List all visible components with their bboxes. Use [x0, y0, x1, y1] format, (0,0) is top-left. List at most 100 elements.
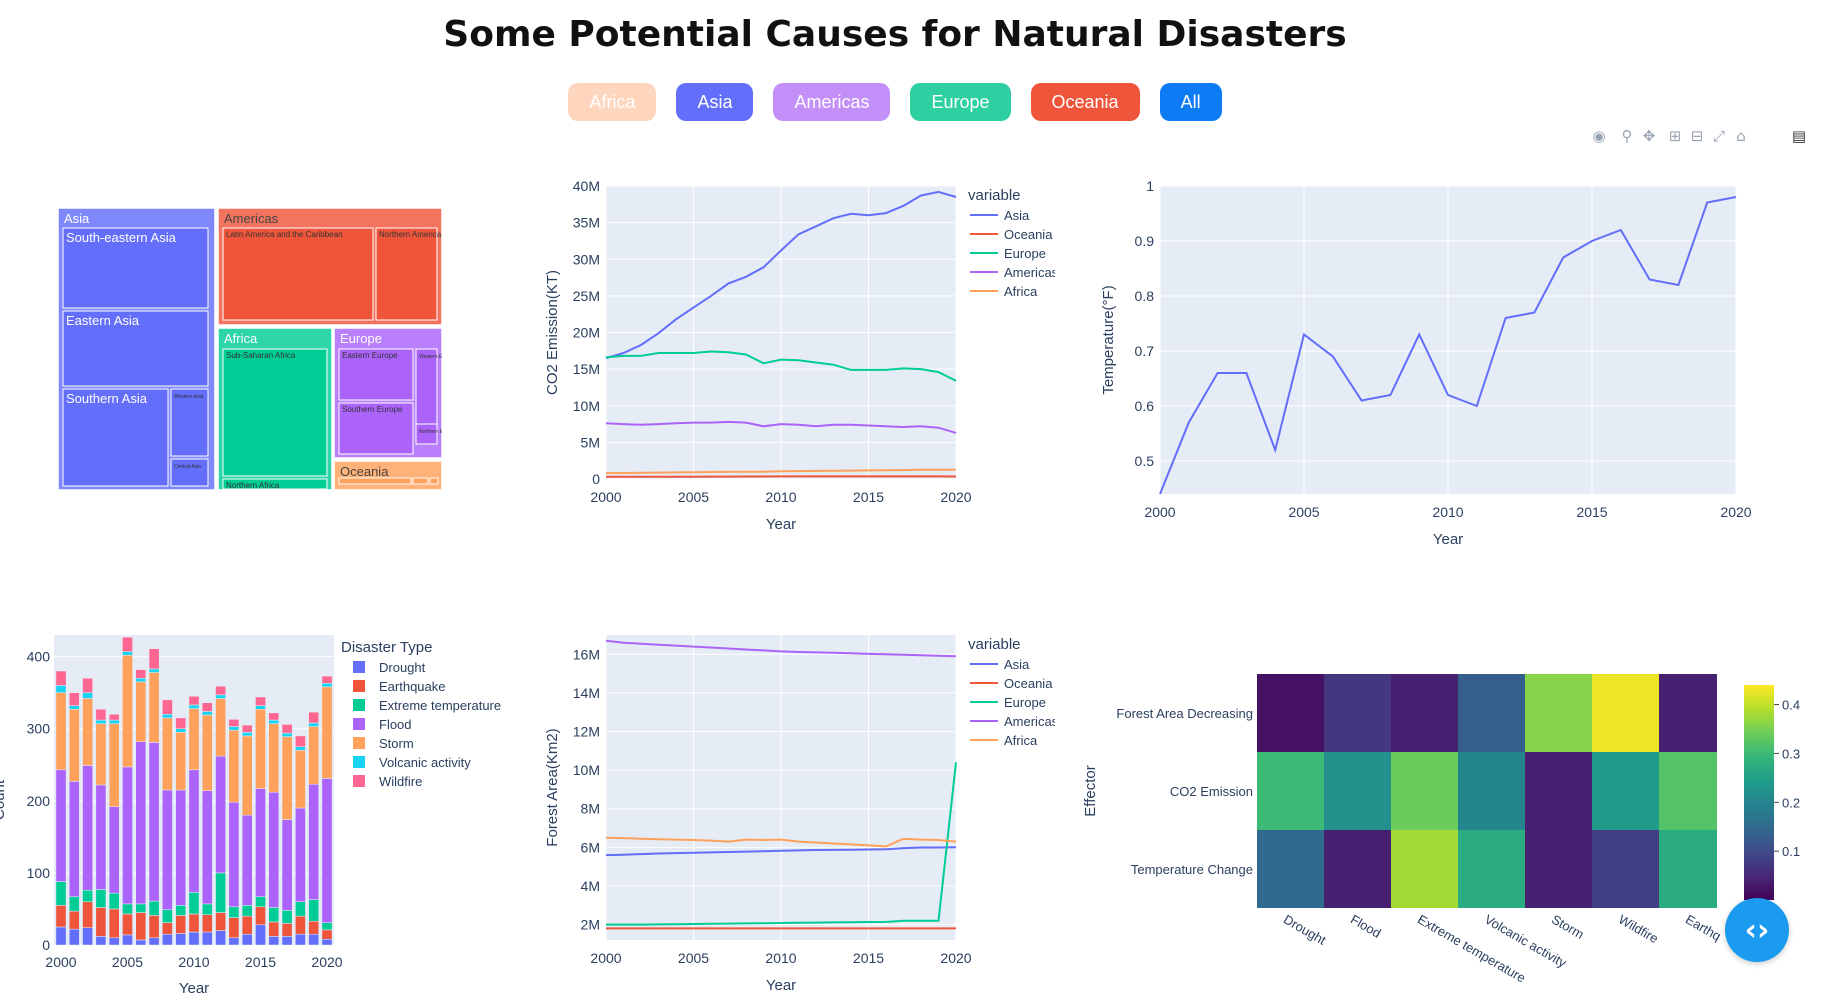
bar-storm: [68, 709, 80, 782]
bar-extreme-temperature: [255, 896, 266, 908]
bar-wildfire: [95, 709, 107, 721]
bar-earthquake: [201, 914, 213, 933]
bar-extreme-temperature: [308, 899, 320, 922]
bar-flood: [108, 806, 120, 894]
y-tick-label: 25M: [573, 288, 600, 304]
heatmap-col-label: Wildfire: [1616, 912, 1661, 947]
x-tick-label: 2010: [765, 489, 796, 505]
legend-swatch-flood: [353, 718, 365, 730]
colorbar-tick-label: 0.1: [1782, 844, 1800, 859]
y-tick-label: 0.6: [1135, 398, 1155, 414]
bar-volcanic-activity: [215, 694, 226, 699]
filter-button-africa[interactable]: Africa: [568, 83, 657, 121]
y-tick-label: 0.8: [1135, 288, 1155, 304]
y-tick-label: 1: [1146, 178, 1154, 194]
bar-extreme-temperature: [175, 905, 187, 916]
bar-volcanic-activity: [188, 704, 200, 709]
bar-wildfire: [268, 712, 280, 721]
bar-volcanic-activity: [295, 746, 306, 751]
y-tick-label: 10M: [573, 398, 600, 414]
bar-flood: [95, 784, 107, 890]
bar-earthquake: [108, 908, 120, 939]
legend-title: variable: [968, 187, 1021, 204]
disaster-count-bar-chart: 0 100 200 300 400 2000 2005 2010 2015 2020 Year Cou…: [0, 635, 501, 997]
treemap-cell-label-central-asia: Central Asia: [174, 464, 201, 470]
bar-volcanic-activity: [228, 726, 240, 731]
treemap-cell-label-south-eastern-asia: South-eastern Asia: [66, 230, 177, 245]
series-line-africa: [605, 836, 957, 848]
legend-entry-americas: Americas: [1004, 265, 1055, 280]
bar-earthquake: [295, 915, 306, 935]
filter-button-asia[interactable]: Asia: [676, 83, 754, 121]
camera-icon[interactable]: ◉: [1592, 127, 1606, 145]
heatmap-cell: [1324, 752, 1391, 830]
treemap-cell-western-asia: [170, 388, 209, 457]
zoom-out-icon[interactable]: ⊟: [1690, 127, 1704, 145]
plot-modebar: ◉ ⚲ ✥ ⊞ ⊟ ⤢ ⌂ ▤: [1590, 126, 1815, 148]
autoscale-icon[interactable]: ⤢: [1712, 127, 1725, 145]
bar-volcanic-activity: [268, 719, 280, 724]
filter-button-americas[interactable]: Americas: [773, 83, 891, 121]
y-axis-title: Temperature(°F): [1100, 285, 1117, 394]
heatmap-col-label: Extreme temperature: [1415, 912, 1528, 986]
code-chevrons-icon[interactable]: ‹›: [1725, 898, 1789, 962]
filter-button-europe[interactable]: Europe: [910, 83, 1011, 121]
y-tick-label: 300: [27, 721, 51, 737]
bar-volcanic-activity: [201, 711, 213, 716]
x-tick-label: 2015: [853, 489, 884, 505]
heatmap-cell: [1659, 674, 1717, 752]
colorbar-tick-label: 0.4: [1782, 698, 1800, 713]
y-tick-label: 30M: [573, 251, 600, 267]
heatmap-cell: [1592, 674, 1659, 752]
bar-wildfire: [175, 717, 187, 729]
treemap-cell-label-northern-europe: Northern Europe: [419, 429, 442, 435]
zoom-in-icon[interactable]: ⊞: [1668, 127, 1682, 145]
bar-storm: [308, 726, 320, 785]
filter-button-oceania[interactable]: Oceania: [1030, 83, 1140, 121]
bar-drought: [82, 927, 93, 946]
bar-flood: [68, 781, 80, 897]
plotly-logo-icon[interactable]: ▤: [1791, 127, 1807, 145]
home-icon[interactable]: ⌂: [1736, 127, 1746, 145]
bar-wildfire: [241, 724, 253, 733]
y-tick-label: 200: [27, 793, 51, 809]
heatmap-cell: [1525, 674, 1592, 752]
y-tick-label: 40M: [573, 178, 600, 194]
treemap-region-label-oceania: Oceania: [340, 464, 389, 479]
x-tick-label: 2000: [590, 489, 621, 505]
y-tick-label: 4M: [581, 878, 600, 894]
co2-emission-line-chart: 2000 2005 2010 2015 2020 0 5M 10M 15M 20M 25M 30M 35…: [544, 178, 1055, 533]
zoom-icon[interactable]: ⚲: [1621, 127, 1633, 145]
heatmap-cell: [1324, 830, 1391, 908]
legend-entry-oceania: Oceania: [1004, 676, 1053, 691]
x-axis-title: Year: [179, 980, 209, 997]
bar-volcanic-activity: [308, 722, 320, 727]
correlation-heatmap: Forest Area Decreasing CO2 Emission Temper…: [1082, 674, 1800, 986]
bar-drought: [162, 933, 173, 946]
bar-earthquake: [308, 920, 320, 935]
heatmap-cell: [1391, 674, 1458, 752]
bar-storm: [175, 732, 187, 791]
series-line-asia: [605, 190, 957, 360]
treemap-cell-oceania-2: [429, 477, 439, 485]
legend-title: Disaster Type: [341, 639, 432, 656]
bar-drought: [188, 931, 200, 946]
bar-drought: [68, 928, 80, 946]
y-tick-label: 0: [592, 471, 600, 487]
y-tick-label: 400: [27, 649, 51, 665]
y-axis-title: Count: [0, 779, 8, 820]
heatmap-cell: [1525, 752, 1592, 830]
legend-entry-europe: Europe: [1004, 246, 1046, 261]
filter-button-all[interactable]: All: [1159, 83, 1222, 121]
bar-drought: [228, 937, 240, 946]
bar-storm: [162, 717, 173, 791]
x-axis-title: Year: [766, 516, 796, 533]
y-tick-label: 10M: [573, 762, 600, 778]
bar-storm: [255, 709, 266, 789]
pan-icon[interactable]: ✥: [1642, 127, 1656, 145]
legend-entry-europe: Europe: [1004, 695, 1046, 710]
bar-earthquake: [68, 910, 80, 930]
x-tick-label: 2005: [1288, 504, 1319, 520]
bar-earthquake: [162, 922, 173, 935]
region-filter-buttons: Africa Asia Americas Europe Oceania All: [0, 83, 1790, 121]
